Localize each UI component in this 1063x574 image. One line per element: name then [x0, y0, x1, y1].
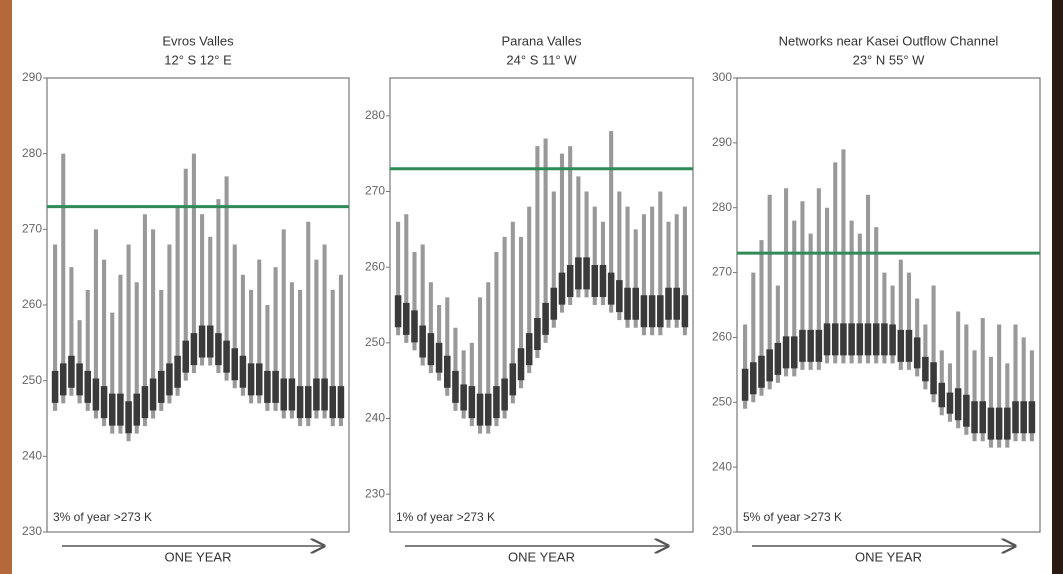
y-tick-label: 270	[365, 184, 385, 198]
y-tick-label: 280	[712, 200, 732, 214]
y-tick-label: 240	[365, 411, 385, 425]
y-tick-label: 280	[365, 108, 385, 122]
y-tick-label: 270	[712, 265, 732, 279]
y-tick-label: 260	[22, 297, 42, 311]
x-axis-label: ONE YEAR	[855, 549, 922, 564]
annotation: 1% of year >273 K	[396, 510, 495, 524]
y-tick-label: 230	[365, 486, 385, 500]
x-axis-label: ONE YEAR	[165, 549, 232, 564]
y-tick-label: 240	[712, 459, 732, 473]
panel-subtitle: 24° S 11° W	[506, 52, 577, 67]
left-edge	[0, 0, 12, 574]
plot-frame	[46, 77, 350, 533]
y-tick-label: 230	[712, 524, 732, 538]
y-tick-label: 260	[712, 330, 732, 344]
y-tick-label: 290	[22, 70, 42, 84]
y-tick-label: 300	[712, 70, 732, 84]
y-tick-label: 250	[712, 394, 732, 408]
panel-title: Parana Valles	[502, 33, 582, 48]
x-axis-label: ONE YEAR	[508, 549, 575, 564]
y-tick-label: 290	[712, 135, 732, 149]
panel-title: Networks near Kasei Outflow Channel	[779, 33, 999, 48]
panel-subtitle: 23° N 55° W	[853, 52, 926, 67]
y-tick-label: 280	[22, 146, 42, 160]
plot-frame	[736, 77, 1041, 533]
y-tick-label: 240	[22, 449, 42, 463]
annotation: 3% of year >273 K	[53, 510, 152, 524]
plot-frame	[389, 77, 694, 533]
y-tick-label: 250	[22, 373, 42, 387]
y-tick-label: 270	[22, 222, 42, 236]
y-tick-label: 260	[365, 259, 385, 273]
annotation: 5% of year >273 K	[743, 510, 842, 524]
panel-title: Evros Valles	[162, 33, 234, 48]
panel-subtitle: 12° S 12° E	[164, 52, 232, 67]
y-tick-label: 230	[22, 524, 42, 538]
y-tick-label: 250	[365, 335, 385, 349]
right-edge	[1052, 0, 1063, 574]
